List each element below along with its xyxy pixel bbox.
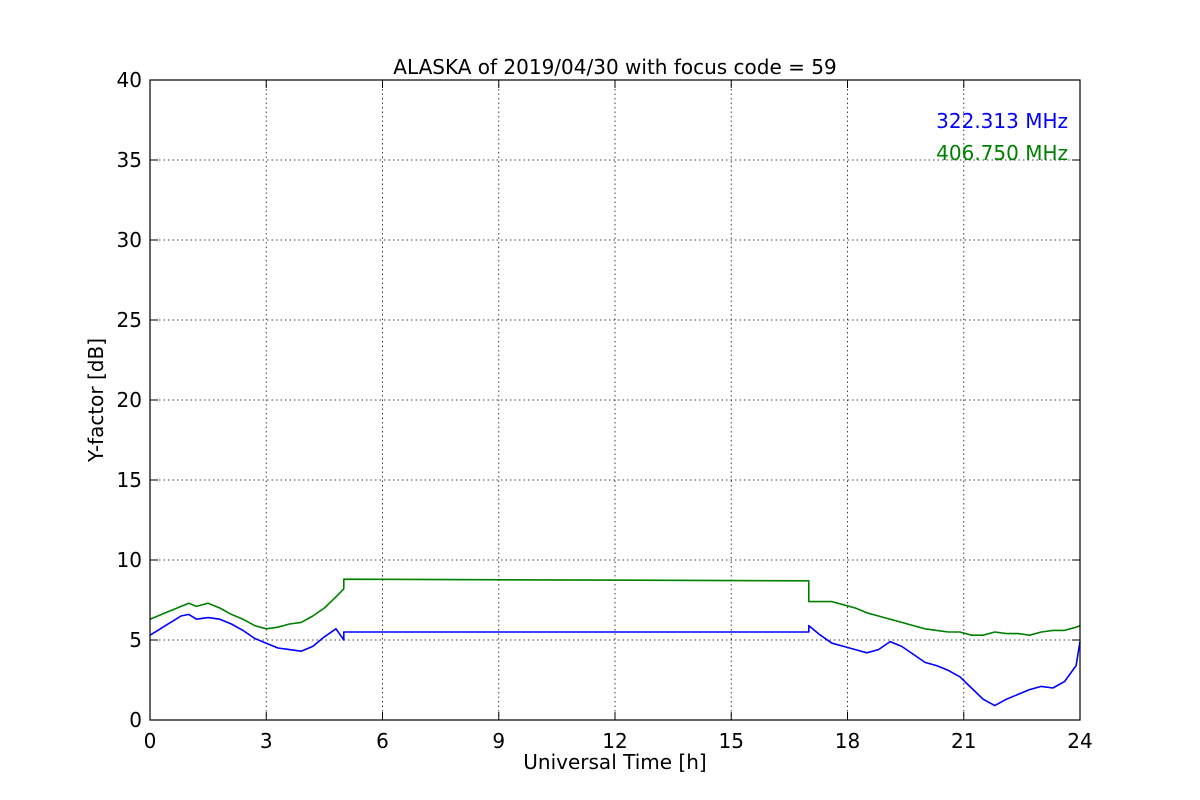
y-tick-label: 5: [129, 628, 142, 652]
y-axis-label: Y-factor [dB]: [84, 338, 108, 463]
x-tick-label: 0: [144, 729, 157, 753]
x-tick-label: 9: [492, 729, 505, 753]
y-tick-label: 15: [117, 468, 142, 492]
x-axis-label: Universal Time [h]: [523, 750, 706, 774]
series-line-1: [149, 613, 1081, 707]
x-tick-label: 24: [1067, 729, 1092, 753]
y-tick-label: 40: [117, 68, 142, 92]
x-tick-label: 15: [719, 729, 744, 753]
grid: [150, 80, 1080, 720]
y-tick-label: 35: [117, 148, 142, 172]
legend: 322.313 MHz 406.750 MHz: [936, 109, 1068, 165]
x-tick-label: 12: [602, 729, 627, 753]
legend-entry-2: 406.750 MHz: [936, 141, 1068, 165]
ticks: 0 3 6 9 12 15 18 21 24 0 5 10 15 20 25 30 35 40: [117, 68, 1093, 753]
y-tick-label: 0: [129, 708, 142, 732]
y-tick-label: 20: [117, 388, 142, 412]
x-tick-label: 6: [376, 729, 389, 753]
legend-entry-1: 322.313 MHz: [936, 109, 1068, 133]
x-tick-label: 21: [951, 729, 976, 753]
y-tick-label: 25: [117, 308, 142, 332]
x-tick-label: 18: [835, 729, 860, 753]
series-line-2: [149, 578, 1081, 637]
y-tick-label: 10: [117, 548, 142, 572]
chart-title: ALASKA of 2019/04/30 with focus code = 5…: [393, 55, 836, 79]
y-tick-label: 30: [117, 228, 142, 252]
x-tick-label: 3: [260, 729, 273, 753]
series-layer: [149, 578, 1081, 707]
